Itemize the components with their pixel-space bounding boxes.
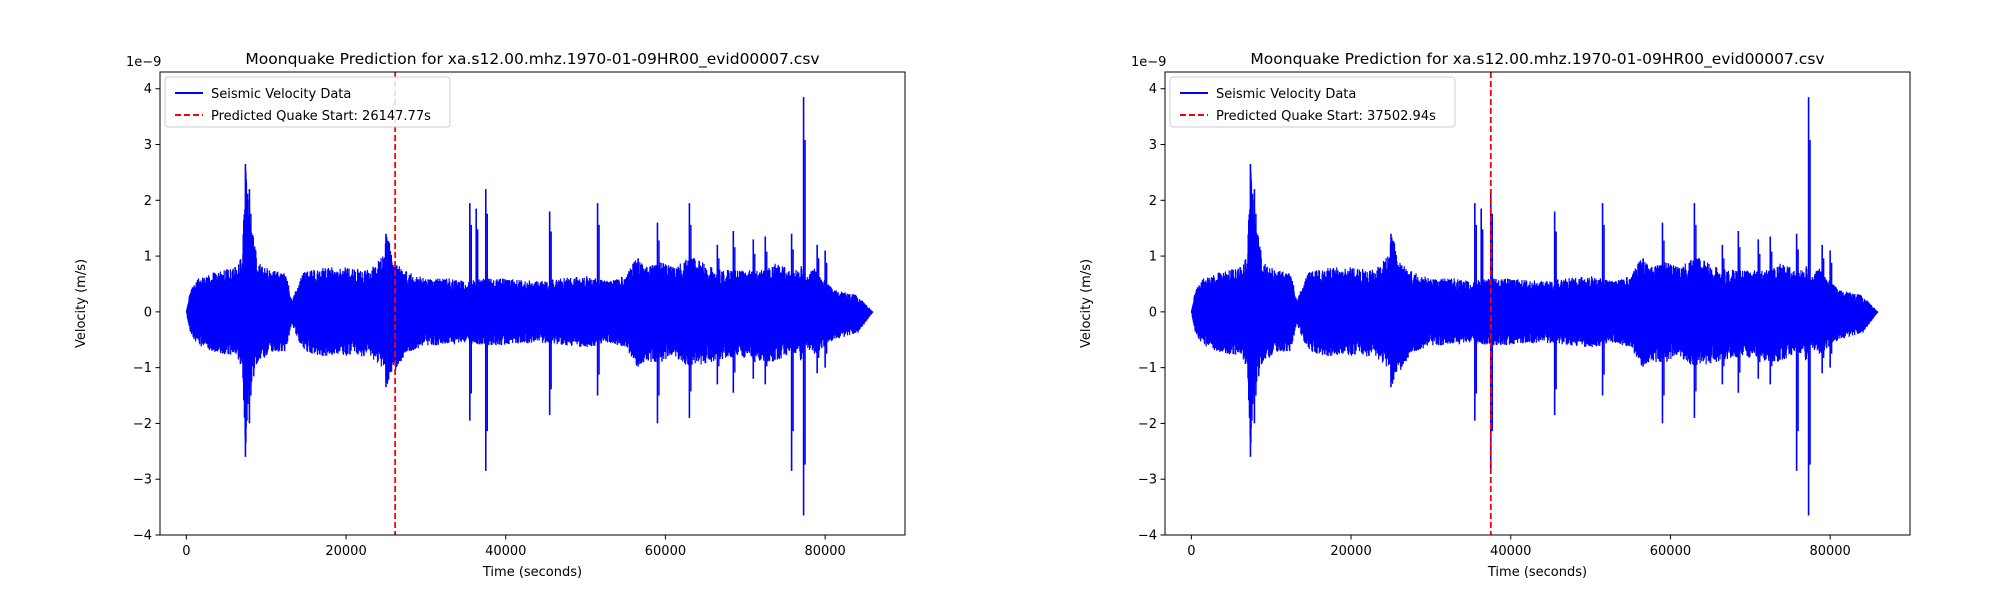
y-tick-label: −4: [133, 529, 152, 544]
legend-label-predicted: Predicted Quake Start: 37502.94s: [1216, 109, 1436, 124]
x-tick-label: 80000: [804, 544, 845, 559]
legend-label-seismic: Seismic Velocity Data: [1216, 87, 1356, 102]
y-axis-label: Velocity (m/s): [74, 259, 89, 348]
axes-frame: [1164, 71, 1911, 536]
x-tick-label: 40000: [1490, 544, 1531, 559]
y-offset-label: 1e−9: [126, 55, 161, 70]
x-axis-label: Time (seconds): [482, 565, 582, 580]
seismic-velocity-line: [185, 170, 874, 443]
y-offset-label: 1e−9: [1131, 55, 1166, 70]
legend-label-predicted: Predicted Quake Start: 26147.77s: [211, 109, 431, 124]
legend-label-seismic: Seismic Velocity Data: [211, 87, 351, 102]
y-tick-label: 0: [1149, 305, 1157, 320]
y-tick-label: −2: [1138, 417, 1157, 432]
y-tick-label: −1: [133, 361, 152, 376]
x-tick-label: 60000: [1650, 544, 1691, 559]
y-tick-label: 1: [1149, 250, 1157, 265]
y-tick-label: 1: [144, 250, 152, 265]
y-tick-label: −2: [133, 417, 152, 432]
plot-area: [1190, 72, 1879, 535]
y-tick-label: −1: [1138, 361, 1157, 376]
chart-title: Moonquake Prediction for xa.s12.00.mhz.1…: [245, 50, 819, 69]
y-axis-label: Velocity (m/s): [1079, 259, 1094, 348]
chart-title: Moonquake Prediction for xa.s12.00.mhz.1…: [1250, 50, 1824, 69]
y-tick-label: 4: [1149, 82, 1157, 97]
y-tick-label: −3: [1138, 473, 1157, 488]
y-tick-label: −4: [1138, 529, 1157, 544]
legend: Seismic Velocity Data Predicted Quake Sta…: [164, 76, 451, 128]
y-tick-label: 0: [144, 305, 152, 320]
chart-panel-1: 0 20000 40000 60000 80000 −4 −3 −2 −1 0 1 2 3 4 1e−9 Mo…: [74, 50, 906, 580]
x-tick-label: 20000: [1330, 544, 1371, 559]
y-tick-label: 2: [1149, 194, 1157, 209]
chart-panel-2: 0 20000 40000 60000 80000 −4 −3 −2 −1 0 1 2 3 4 1e−9 Mo…: [1079, 50, 1911, 580]
x-tick-label: 60000: [645, 544, 686, 559]
y-tick-label: 2: [144, 194, 152, 209]
y-tick-label: 3: [144, 138, 152, 153]
x-axis-label: Time (seconds): [1487, 565, 1587, 580]
x-tick-label: 40000: [485, 544, 526, 559]
x-tick-label: 0: [1187, 544, 1195, 559]
legend-box: [164, 76, 451, 128]
y-tick-label: 3: [1149, 138, 1157, 153]
legend: Seismic Velocity Data Predicted Quake Sta…: [1169, 76, 1456, 128]
seismic-velocity-line: [1190, 170, 1879, 443]
y-tick-label: 4: [144, 82, 152, 97]
x-tick-label: 0: [182, 544, 190, 559]
x-tick-label: 80000: [1809, 544, 1850, 559]
plot-area: [185, 72, 874, 535]
y-tick-label: −3: [133, 473, 152, 488]
axes-frame: [159, 71, 906, 536]
legend-box: [1169, 76, 1456, 128]
x-tick-label: 20000: [325, 544, 366, 559]
